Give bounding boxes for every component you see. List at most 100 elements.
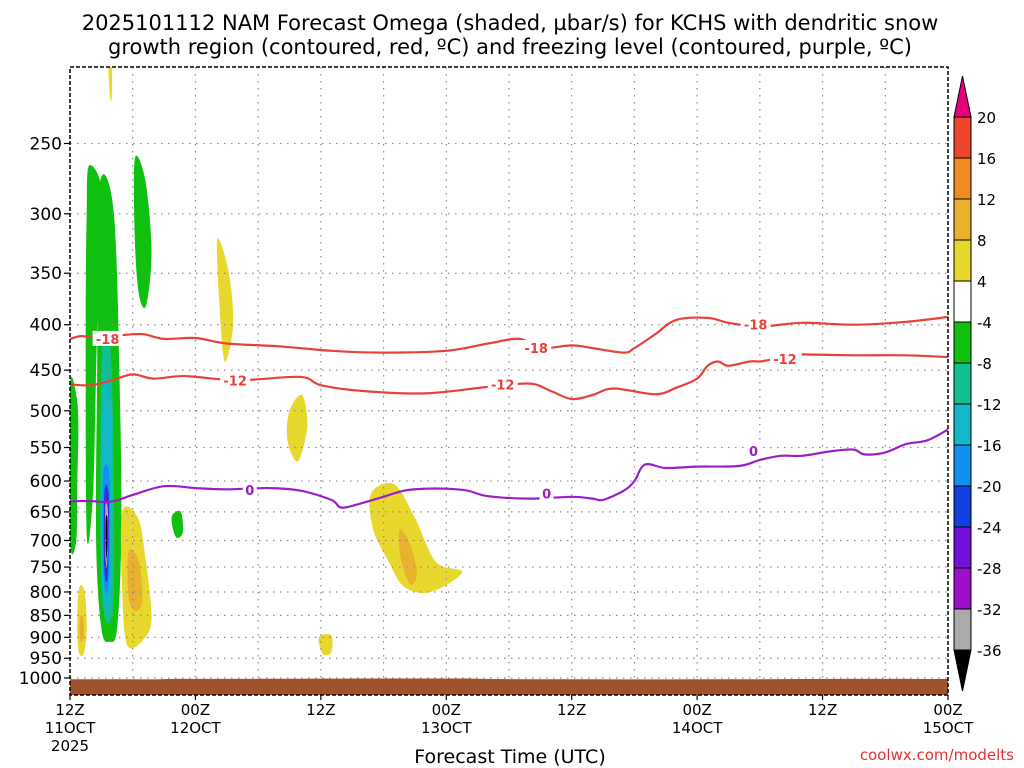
colorbar-label-7: -12 [977,396,1002,414]
xtick-label-0-3: 2025 [51,737,89,755]
omega-region-0 [108,67,113,102]
omega-region-20 [369,482,463,593]
contour-label-5: -12 [773,353,797,368]
colorbar-label-6: -8 [977,355,992,373]
omega-region-4 [171,510,184,538]
ytick-label-950: 950 [30,649,62,669]
plot-frame [69,66,949,696]
colorbar-label-13: -36 [977,642,1002,660]
colorbar-bin-7 [953,403,972,446]
ytick-label-400: 400 [30,316,62,336]
ground-surface [70,678,948,695]
colorbar-label-9: -20 [977,478,1002,496]
xtick-label-4-1: 12Z [557,701,586,719]
colorbar-bin-5 [953,321,972,364]
colorbar-label-1: 16 [977,150,996,168]
omega-region-19 [318,633,333,656]
contour-label-bg-2 [740,316,771,332]
colorbar-bin-10 [953,526,972,569]
ytick-label-250: 250 [30,135,62,155]
xtick-label-5-1: 00Z [682,701,711,719]
ytick-label-550: 550 [30,438,62,458]
colorbar-bin-4 [953,280,972,323]
colorbar-bin-8 [953,444,972,487]
ground-layer [70,678,948,695]
colorbar-label-10: -24 [977,519,1002,537]
contour-label-8: 0 [749,445,758,460]
xtick-label-3-1: 00Z [432,701,461,719]
ytick-label-600: 600 [30,472,62,492]
contour-label-bg-4 [487,376,518,392]
ytick-label-300: 300 [30,205,62,225]
xtick-label-7-1: 00Z [933,701,962,719]
ytick-label-1000: 1000 [19,669,62,689]
xtick-label-1-2: 12OCT [170,719,221,737]
colorbar-label-12: -32 [977,601,1002,619]
contour-label-6: 0 [245,484,254,499]
ytick-label-850: 850 [30,606,62,626]
isotherm-line--12-2 [801,353,948,359]
omega-region-14 [79,614,84,643]
axes-layer: 2503003504004505005506006507007508008509… [19,66,974,755]
omega-region-17 [216,237,234,362]
xtick-label-7-2: 15OCT [923,719,974,737]
colorbar-bin-2 [953,198,972,241]
colorbar-bin-0 [953,116,972,159]
omega-region-2 [133,155,152,309]
credit-text: coolwx.com/modelts [860,746,1014,764]
xtick-label-2-1: 12Z [306,701,335,719]
xtick-label-5-2: 14OCT [672,719,723,737]
colorbar: 20 16 12 8 4 -4 -8 -12 -16 -20 -24 -28 -32 -36 [953,75,1002,692]
ytick-label-350: 350 [30,264,62,284]
contour-label-bg-3 [220,372,251,388]
colorbar-label-2: 12 [977,191,996,209]
chart-title-line1: 2025101112 NAM Forecast Omega (shaded, µ… [82,11,939,35]
colorbar-top-arrow [953,75,972,118]
contour-label-0: -18 [96,333,120,348]
omega-region-21 [398,528,418,585]
ytick-label-650: 650 [30,503,62,523]
contour-label-1: -18 [524,342,548,357]
xtick-label-6-1: 12Z [808,701,837,719]
contour-label-4: -12 [491,378,515,393]
omega-region-12 [105,514,108,559]
ytick-label-750: 750 [30,558,62,578]
xtick-label-1-1: 00Z [181,701,210,719]
contour-label-7: 0 [542,488,551,503]
isotherm-line-0-3 [70,428,948,509]
isotherm-line--18-0 [70,315,948,354]
omega-region-16 [127,549,143,611]
colorbar-bin-3 [953,239,972,282]
colorbar-bin-12 [953,608,972,651]
omega-shading-layer [70,67,463,657]
colorbar-label-11: -28 [977,560,1002,578]
ytick-label-700: 700 [30,531,62,551]
ytick-label-900: 900 [30,628,62,648]
contour-label-bg-6 [242,481,257,497]
omega-region-3 [70,377,79,555]
contour-label-3: -12 [223,374,247,389]
colorbar-label-5: -4 [977,314,992,332]
ytick-label-800: 800 [30,583,62,603]
contour-label-bg-8 [746,442,761,458]
isotherm-layer: -18 -18 -18 -12 -12 -12 0 0 0 [70,315,948,509]
colorbar-bin-6 [953,362,972,405]
colorbar-bin-11 [953,567,972,610]
omega-region-18 [286,394,308,462]
chart-title-line2: growth region (contoured, red, ºC) and f… [108,35,912,59]
xtick-label-0-2: 11OCT [45,719,96,737]
colorbar-label-8: -16 [977,437,1002,455]
x-axis-label: Forecast Time (UTC) [414,746,605,768]
colorbar-label-4: 4 [977,273,987,291]
contour-label-bg-0 [92,330,123,346]
ytick-label-450: 450 [30,361,62,381]
ytick-label-500: 500 [30,402,62,422]
xtick-label-0-1: 12Z [55,701,84,719]
contour-label-2: -18 [744,319,768,334]
contour-label-bg-1 [521,340,552,356]
colorbar-bin-1 [953,157,972,200]
colorbar-bin-9 [953,485,972,528]
contour-label-bg-5 [769,350,800,366]
colorbar-label-3: 8 [977,232,987,250]
